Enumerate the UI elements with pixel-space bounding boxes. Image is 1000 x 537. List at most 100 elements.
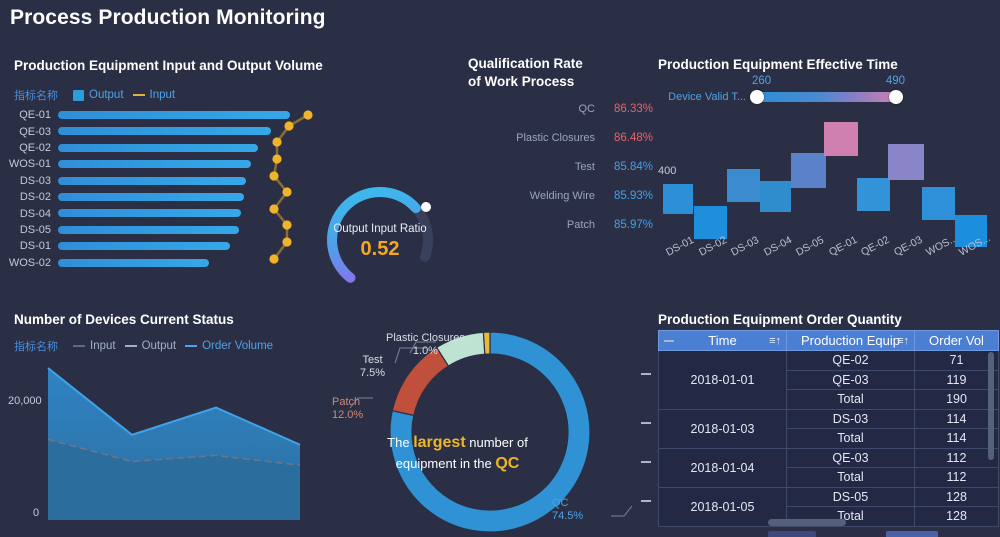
input-line-point[interactable] — [272, 137, 282, 147]
table-header-time[interactable]: Time ≡↑ — [658, 330, 787, 351]
bar-fill[interactable] — [58, 225, 239, 234]
scatter-marker[interactable] — [887, 144, 924, 181]
pager-prev[interactable] — [768, 531, 816, 537]
table-horizontal-scrollbar[interactable] — [768, 519, 846, 526]
eff-axis-tick-400: 400 — [658, 165, 677, 177]
input-line-point[interactable] — [269, 254, 279, 264]
bar-category-label: DS-02 — [19, 191, 51, 204]
qualification-list: QC 86.33% Plastic Closures 86.48% Test 85.84%… — [468, 103, 653, 248]
table-vertical-scrollbar[interactable] — [988, 352, 994, 460]
scatter-marker[interactable] — [694, 205, 727, 239]
bar-fill[interactable] — [58, 160, 251, 169]
table-row[interactable]: 2018-01-04 QE-03 112 — [640, 447, 999, 488]
table-header-equipment-label: Production Equip — [800, 333, 900, 348]
table-cell-time[interactable]: 2018-01-04 — [640, 447, 787, 488]
donut-label-test-name: Test — [362, 354, 383, 366]
table-header-order-vol-label: Order Vol — [929, 333, 984, 348]
slider-track[interactable]: 260 490 — [750, 75, 905, 104]
bar-track — [58, 156, 320, 172]
table-header-order-vol[interactable]: Order Vol — [914, 330, 999, 351]
donut-label-patch: Patch 12.0% — [332, 396, 363, 422]
qualification-row: Plastic Closures 86.48% — [468, 132, 653, 161]
bar-track — [58, 107, 320, 123]
scatter-marker[interactable] — [921, 187, 955, 221]
collapse-all-icon[interactable] — [664, 339, 674, 342]
qualification-value: 85.93% — [613, 190, 653, 202]
slider-handle-max[interactable] — [889, 90, 903, 104]
table-total-row: Total 114 — [659, 428, 999, 449]
sort-icon[interactable]: ≡↑ — [897, 334, 909, 347]
collapse-group-icon[interactable] — [640, 372, 651, 375]
bar-row: QE-02 — [0, 140, 320, 156]
legend-swatch-line-icon — [124, 345, 137, 347]
bar-track — [58, 189, 320, 205]
table-cell-total-value: 112 — [914, 467, 999, 488]
collapse-group-icon[interactable] — [640, 499, 651, 502]
input-line-point[interactable] — [303, 110, 313, 120]
bar-fill[interactable] — [58, 258, 209, 267]
page-title: Process Production Monitoring — [10, 6, 326, 29]
scatter-marker[interactable] — [663, 184, 693, 215]
panel-devices-status-donut: Plastic Closures 1.0% Test 7.5% Patch 12… — [330, 320, 650, 537]
legend-item-output[interactable]: Output — [73, 89, 124, 101]
input-line-point[interactable] — [272, 154, 282, 164]
table-row[interactable]: 2018-01-05 DS-05 128 — [640, 486, 999, 527]
device-valid-time-filter[interactable]: Device Valid T... 260 490 — [668, 75, 905, 104]
bar-fill[interactable] — [58, 192, 244, 201]
donut-label-patch-name: Patch — [332, 396, 361, 408]
bar-category-label: DS-04 — [19, 207, 51, 220]
effective-time-scatter: DS-01 DS-02 DS-03 DS-04 DS-05 QE-01 QE-02 QE-03… — [650, 122, 1000, 259]
bar-track — [58, 123, 320, 139]
table-header-equipment[interactable]: Production Equip ≡↑ — [786, 330, 915, 351]
table-cell-time[interactable]: 2018-01-05 — [640, 486, 787, 527]
bar-category-label: DS-03 — [19, 174, 51, 187]
qualification-row: Welding Wire 85.93% — [468, 190, 653, 219]
legend-item-output-area[interactable]: Output — [124, 340, 177, 352]
bar-fill[interactable] — [58, 127, 272, 136]
output-input-ratio-gauge: Output Input Ratio 0.52 — [316, 176, 444, 304]
bar-track — [58, 173, 320, 189]
legend-item-input-area[interactable]: Input — [73, 340, 116, 352]
sort-icon[interactable]: ≡↑ — [769, 334, 781, 347]
legend-item-order-volume[interactable]: Order Volume — [185, 340, 273, 352]
table-row[interactable]: 2018-01-03 DS-03 114 — [640, 408, 999, 449]
bar-fill[interactable] — [58, 209, 242, 218]
scatter-marker[interactable] — [856, 178, 890, 212]
legend-item-input[interactable]: Input — [132, 89, 175, 101]
bar-row: DS-04 — [0, 205, 320, 221]
table-row[interactable]: 2018-01-01 QE-02 71 — [640, 350, 999, 410]
donut-slice[interactable] — [389, 331, 591, 533]
table-cell-equipment: QE-03 — [786, 369, 915, 390]
scatter-marker[interactable] — [760, 181, 791, 213]
slider-handle-min[interactable] — [750, 90, 764, 104]
donut-slice[interactable] — [482, 331, 491, 355]
collapse-group-icon[interactable] — [640, 421, 651, 424]
input-line-point[interactable] — [282, 237, 292, 247]
scatter-marker[interactable] — [954, 215, 987, 248]
table-cell-time[interactable]: 2018-01-01 — [640, 350, 787, 410]
scatter-marker[interactable] — [823, 122, 858, 157]
scatter-marker[interactable] — [790, 153, 826, 189]
qualification-value: 86.33% — [613, 103, 653, 115]
table-row[interactable]: QE-03 119 — [659, 369, 999, 390]
bar-fill[interactable] — [58, 176, 246, 185]
scatter-marker[interactable] — [726, 168, 760, 202]
legend-item-output-area-label: Output — [141, 340, 177, 352]
input-line-point[interactable] — [269, 171, 279, 181]
order-quantity-table: Time ≡↑ Production Equip ≡↑ Order Vol — [640, 330, 999, 527]
qualification-name: Test — [574, 161, 595, 173]
collapse-group-icon[interactable] — [640, 460, 651, 463]
input-line-point[interactable] — [284, 121, 294, 131]
bar-fill[interactable] — [58, 143, 258, 152]
bar-chart-legend: 指标名称 Output Input — [14, 87, 175, 103]
input-line-point[interactable] — [269, 204, 279, 214]
donut-label-plastic-closures: Plastic Closures 1.0% — [386, 332, 465, 358]
bar-fill[interactable] — [58, 242, 230, 251]
input-line-point[interactable] — [282, 187, 292, 197]
table-cell-time[interactable]: 2018-01-03 — [640, 408, 787, 449]
table-cell-equipment: DS-05 — [786, 486, 915, 507]
bar-fill[interactable] — [58, 111, 290, 119]
donut-label-test: Test 7.5% — [360, 354, 385, 380]
pager-next[interactable] — [886, 531, 938, 537]
input-line-point[interactable] — [282, 220, 292, 230]
